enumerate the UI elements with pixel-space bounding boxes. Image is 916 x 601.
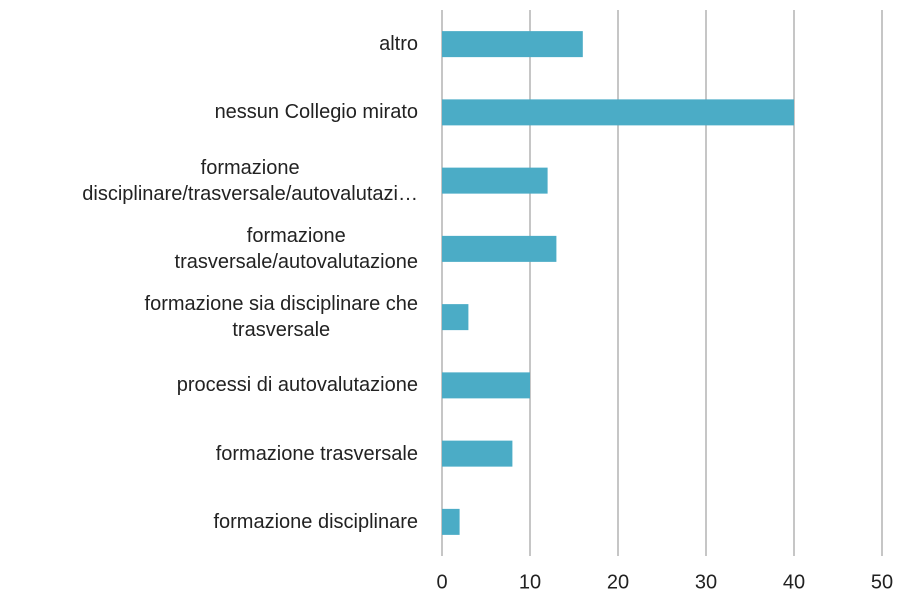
y-tick-label: formazione trasversale bbox=[215, 442, 418, 465]
x-tick-label: 40 bbox=[783, 571, 805, 593]
x-tick-label: 10 bbox=[519, 571, 541, 593]
bar bbox=[442, 508, 460, 535]
bar bbox=[442, 31, 583, 58]
x-tick-label: 20 bbox=[607, 571, 629, 593]
y-tick-label: processi di autovalutazione bbox=[176, 374, 418, 397]
bar bbox=[442, 99, 794, 126]
x-tick-label: 50 bbox=[871, 571, 893, 593]
y-tick-label: nessun Collegio mirato bbox=[214, 101, 418, 124]
y-tick-label: formazione trasversale/autovalutazione bbox=[174, 224, 418, 273]
bar bbox=[442, 167, 548, 194]
bar bbox=[442, 235, 557, 262]
y-tick-label: formazione disciplinare/trasversale/auto… bbox=[82, 156, 418, 205]
y-tick-label: altro bbox=[379, 33, 418, 56]
bar bbox=[442, 304, 469, 331]
x-tick-label: 30 bbox=[695, 571, 717, 593]
x-tick-label: 0 bbox=[436, 571, 447, 593]
bar bbox=[442, 440, 513, 467]
y-tick-label: formazione sia disciplinare che trasvers… bbox=[144, 293, 418, 342]
bar bbox=[442, 372, 530, 399]
y-tick-label: formazione disciplinare bbox=[213, 510, 418, 533]
